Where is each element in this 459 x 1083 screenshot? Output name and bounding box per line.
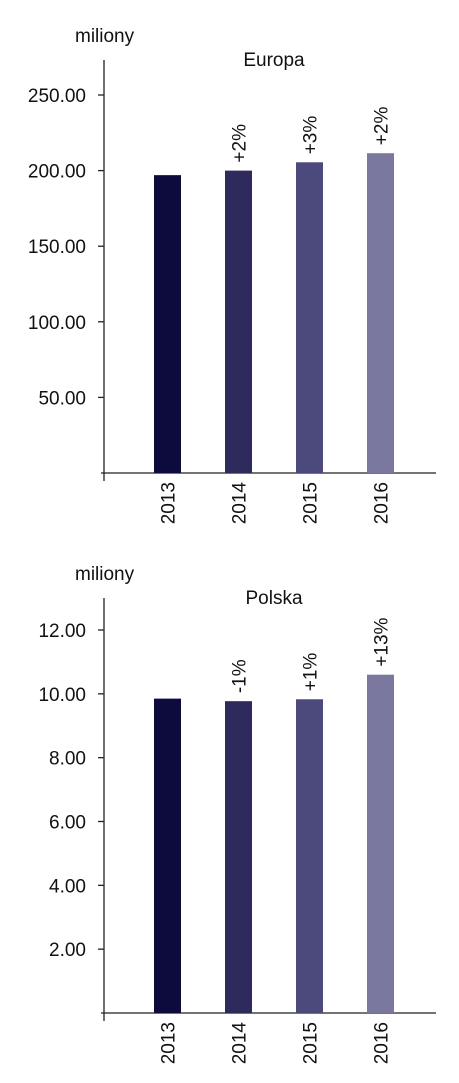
chart2-y-tick-label: 8.00 (49, 749, 86, 770)
chart2-bar-label-2015: +1% (301, 653, 322, 692)
chart2-x-tick-label: 2013 (159, 1022, 180, 1064)
chart1-y-tick-label: 50.00 (38, 388, 86, 409)
chart2-bar-2013 (154, 698, 181, 1013)
chart1-y-tick-label: 150.00 (28, 237, 86, 258)
chart1-bar-2014 (225, 170, 252, 473)
chart1-x-tick-label: 2013 (159, 482, 180, 524)
chart1-x-tick-label: 2014 (230, 482, 251, 525)
chart2-y-tick-label: 4.00 (49, 876, 86, 897)
chart1-x-tick-label: 2016 (372, 482, 393, 524)
chart1-bar-label-2016: +2% (372, 107, 393, 146)
chart2-title: Polska (245, 588, 302, 609)
chart2-y-tick-label: 10.00 (38, 685, 86, 706)
chart1-y-tick-label: 250.00 (28, 86, 86, 107)
chart1-bar-2016 (367, 153, 394, 473)
chart1-y-tick-label: 100.00 (28, 313, 86, 334)
chart1-bar-2015 (296, 162, 323, 473)
chart2-y-tick-label: 12.00 (38, 621, 86, 642)
chart2-bar-label-2014: -1% (230, 659, 251, 693)
chart2-x-tick-label: 2016 (372, 1022, 393, 1064)
chart1-x-tick-label: 2015 (301, 482, 322, 524)
chart2-bar-2015 (296, 699, 323, 1013)
chart1-bar-label-2014: +2% (230, 124, 251, 163)
chart1-bar-label-2015: +3% (301, 116, 322, 155)
chart2-x-tick-label: 2015 (301, 1022, 322, 1064)
chart1-unit-label: miliony (75, 26, 135, 47)
chart2-unit-label: miliony (75, 564, 135, 585)
chart2-x-tick-label: 2014 (230, 1022, 251, 1065)
chart2-bar-2014 (225, 701, 252, 1013)
chart2-bar-label-2016: +13% (372, 617, 393, 666)
chart2-bar-2016 (367, 674, 394, 1013)
chart2-y-tick-label: 2.00 (49, 940, 86, 961)
chart2-y-tick-label: 6.00 (49, 813, 86, 834)
chart1-title: Europa (243, 50, 305, 71)
chart1-y-tick-label: 200.00 (28, 162, 86, 183)
chart1-bar-2013 (154, 175, 181, 474)
